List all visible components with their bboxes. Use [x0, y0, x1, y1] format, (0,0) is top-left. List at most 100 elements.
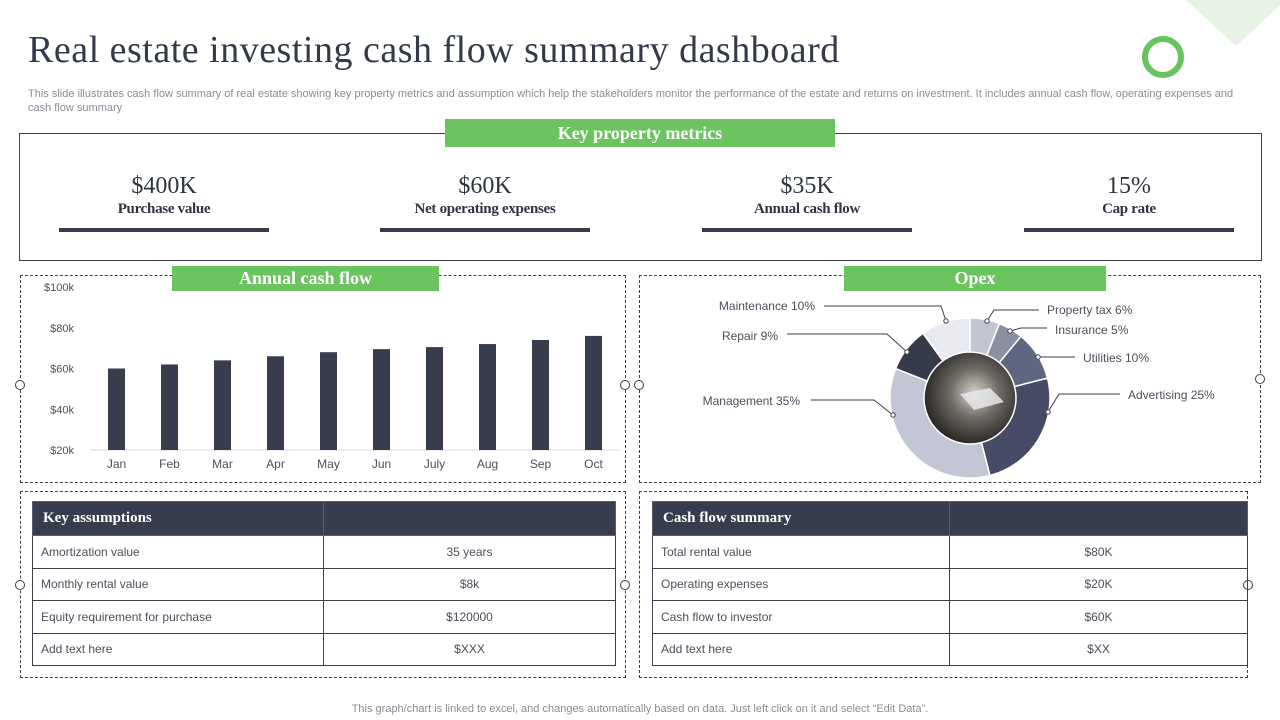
metric-underline [59, 228, 269, 232]
annual-cash-flow-chart: $20k $40k $60k $80k $100k Jan Feb Mar Apr May Jun J… [44, 282, 620, 471]
row-label: Monthly rental value [32, 567, 324, 601]
laptop-keyboard-icon [960, 388, 1004, 410]
y-tick-label: $60k [50, 364, 74, 376]
row-value: $80K [949, 535, 1248, 569]
metric-value: $400K [131, 173, 197, 199]
key-metrics-label: Key property metrics [445, 119, 835, 147]
slice-label: Management 35% [703, 394, 801, 408]
footer-note: This graph/chart is linked to excel, and… [351, 703, 929, 715]
table-header: Cash flow summary [652, 501, 950, 536]
table-header-row: Cash flow summary [652, 501, 1248, 536]
table-row: Add text here $XXX [32, 632, 616, 666]
bar-oct [585, 335, 602, 450]
resize-handle[interactable] [634, 380, 644, 390]
metric-label: Net operating expenses [414, 201, 556, 217]
row-value: $20K [949, 567, 1248, 601]
x-tick-label: Jun [372, 457, 391, 471]
leader-line [787, 333, 908, 353]
bar-jun [373, 349, 390, 450]
metric-label: Annual cash flow [753, 201, 861, 217]
bar-may [320, 352, 337, 450]
resize-handle[interactable] [15, 580, 25, 590]
resize-handle[interactable] [620, 580, 630, 590]
page-subtitle: This slide illustrates cash flow summary… [28, 88, 1234, 114]
metric-purchase-value: $400K Purchase value [59, 170, 269, 232]
leader-dot [904, 349, 910, 355]
bar-aug [479, 344, 496, 450]
leader-line [824, 305, 947, 322]
metric-net-operating-expenses: $60K Net operating expenses [380, 170, 590, 232]
bar-apr [267, 356, 284, 450]
metric-underline [1024, 228, 1234, 232]
leader-dot [984, 318, 990, 324]
x-tick-label: Oct [584, 457, 603, 471]
table-header-empty [949, 501, 1248, 536]
metric-label: Cap rate [1102, 201, 1156, 217]
metric-label: Purchase value [117, 201, 211, 217]
table-header: Key assumptions [32, 501, 324, 536]
bar-sep [532, 339, 549, 450]
x-tick-label: July [424, 457, 445, 471]
row-value: $XXX [323, 632, 616, 666]
slice-label: Repair 9% [722, 329, 778, 343]
bar-feb [161, 364, 178, 450]
opex-donut-chart: Property tax 6% Insurance 5% Utilities 10%… [703, 299, 1215, 479]
row-label: Add text here [652, 632, 950, 666]
annual-cash-flow-label: Annual cash flow [172, 266, 439, 291]
table-row: Monthly rental value $8k [32, 567, 616, 601]
slice-label: Utilities 10% [1083, 351, 1149, 365]
leader-line [1009, 327, 1047, 332]
row-label: Amortization value [32, 535, 324, 569]
opex-label: Opex [844, 266, 1106, 291]
cash-flow-summary-table: Cash flow summary Total rental value $80… [652, 501, 1248, 666]
x-tick-label: Apr [266, 457, 285, 471]
x-tick-label: Feb [159, 457, 180, 471]
leader-line [986, 309, 1039, 322]
y-tick-label: $20k [50, 445, 74, 457]
ring-decoration-icon [1142, 36, 1184, 78]
leader-dot [1035, 354, 1041, 360]
slice-label: Maintenance 10% [719, 299, 815, 313]
leader-line [811, 399, 894, 416]
x-tick-label: Sep [530, 457, 552, 471]
row-label: Add text here [32, 632, 324, 666]
metric-value: $60K [458, 173, 512, 199]
table-row: Equity requirement for purchase $120000 [32, 600, 616, 634]
resize-handle[interactable] [1255, 374, 1265, 384]
row-value: $120000 [323, 600, 616, 634]
corner-decoration [1186, 0, 1280, 46]
x-tick-label: May [317, 457, 340, 471]
x-tick-label: Jan [107, 457, 126, 471]
row-value: $8k [323, 567, 616, 601]
bar-july [426, 347, 443, 450]
table-row: Total rental value $80K [652, 535, 1248, 569]
bar-jan [108, 368, 125, 450]
leader-dot [890, 412, 896, 418]
row-label: Equity requirement for purchase [32, 600, 324, 634]
x-tick-label: Mar [212, 457, 233, 471]
table-header-row: Key assumptions [32, 501, 616, 536]
row-label: Operating expenses [652, 567, 950, 601]
row-label: Cash flow to investor [652, 600, 950, 634]
leader-line [1047, 393, 1120, 413]
table-header-empty [323, 501, 616, 536]
leader-dot [1045, 409, 1051, 415]
metric-value: 15% [1107, 173, 1151, 199]
key-assumptions-table: Key assumptions Amortization value 35 ye… [32, 501, 616, 666]
slice-label: Property tax 6% [1047, 303, 1133, 317]
metric-value: $35K [780, 173, 834, 199]
y-tick-label: $80k [50, 323, 74, 335]
y-tick-label: $40k [50, 404, 74, 416]
row-value: $60K [949, 600, 1248, 634]
table-row: Cash flow to investor $60K [652, 600, 1248, 634]
resize-handle[interactable] [620, 380, 630, 390]
row-value: $XX [949, 632, 1248, 666]
leader-dot [943, 318, 949, 324]
y-tick-label: $100k [44, 282, 74, 294]
slice-management [889, 367, 991, 479]
slice-label: Insurance 5% [1055, 323, 1129, 337]
resize-handle[interactable] [15, 380, 25, 390]
table-row: Amortization value 35 years [32, 535, 616, 569]
slice-label: Advertising 25% [1128, 388, 1215, 402]
table-row: Add text here $XX [652, 632, 1248, 666]
